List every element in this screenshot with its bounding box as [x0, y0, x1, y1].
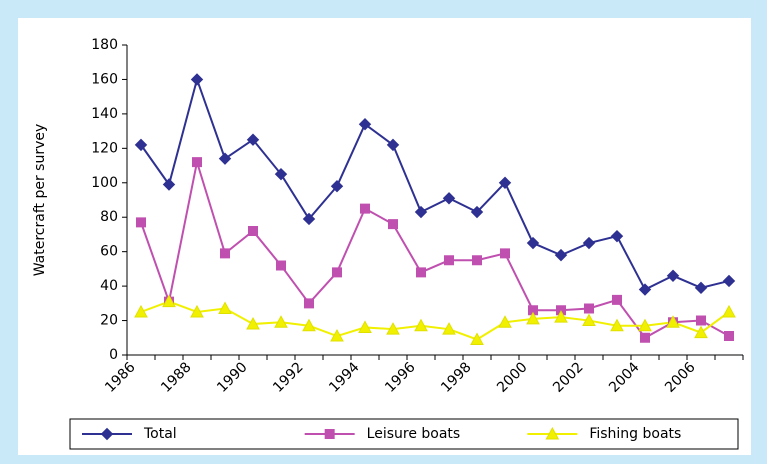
- point: [724, 331, 734, 342]
- point: [696, 315, 706, 326]
- point: [162, 294, 176, 308]
- point: [500, 248, 510, 259]
- point: [134, 138, 148, 152]
- series-line: [140, 161, 730, 340]
- series-line: [140, 76, 730, 291]
- point: [386, 138, 400, 152]
- point: [414, 205, 428, 219]
- point: [444, 255, 454, 266]
- point: [220, 248, 230, 259]
- point: [276, 260, 286, 271]
- point: [584, 303, 594, 314]
- point: [526, 311, 540, 325]
- point: [246, 133, 260, 146]
- point: [442, 322, 456, 335]
- point: [248, 226, 258, 236]
- point: [192, 157, 202, 168]
- legend-label: Fishing boats: [589, 426, 681, 442]
- y-tick-label: 160: [91, 71, 118, 87]
- y-tick-label: 140: [91, 106, 118, 122]
- point: [190, 73, 204, 86]
- point: [218, 301, 232, 314]
- point: [246, 316, 260, 330]
- legend-label: Leisure boats: [367, 426, 461, 442]
- point: [610, 318, 624, 332]
- y-tick-label: 120: [91, 140, 118, 156]
- y-tick-label: 0: [109, 347, 118, 363]
- chart-panel: [18, 18, 751, 455]
- point: [136, 217, 146, 228]
- series-line: [140, 300, 730, 341]
- legend-box: [69, 418, 739, 450]
- point: [442, 192, 456, 205]
- y-tick-label: 20: [100, 313, 118, 329]
- point: [360, 203, 370, 214]
- point: [612, 294, 622, 305]
- point: [388, 219, 398, 230]
- legend-marker: [324, 429, 335, 439]
- point: [528, 305, 538, 316]
- point: [554, 310, 568, 323]
- legend-marker: [545, 426, 560, 440]
- point: [304, 298, 314, 309]
- legend-label: Total: [143, 426, 177, 442]
- point: [666, 269, 680, 282]
- legend-marker: [100, 427, 114, 441]
- point: [722, 274, 736, 288]
- point: [582, 313, 596, 327]
- point: [694, 325, 708, 339]
- point: [302, 318, 316, 332]
- y-axis-label: Watercraft per survey: [32, 124, 48, 277]
- point: [414, 318, 428, 332]
- y-tick-label: 100: [91, 175, 118, 191]
- point: [498, 315, 512, 328]
- point: [554, 248, 568, 262]
- point: [610, 229, 624, 243]
- point: [470, 205, 484, 219]
- point: [218, 152, 232, 165]
- point: [190, 304, 204, 318]
- point: [274, 315, 288, 328]
- point: [694, 281, 708, 295]
- point: [472, 255, 482, 266]
- point: [666, 315, 680, 328]
- point: [526, 236, 540, 250]
- y-tick-label: 80: [100, 209, 118, 225]
- point: [416, 267, 426, 278]
- y-tick-label: 180: [91, 37, 118, 53]
- point: [358, 320, 372, 333]
- point: [332, 267, 342, 278]
- y-tick-label: 60: [100, 244, 118, 260]
- point: [640, 332, 650, 343]
- point: [162, 178, 176, 191]
- point: [638, 318, 652, 332]
- point: [330, 329, 344, 342]
- point: [498, 176, 512, 189]
- point: [134, 304, 148, 318]
- point: [582, 236, 596, 250]
- point: [358, 118, 372, 131]
- point: [470, 332, 484, 345]
- point: [722, 304, 736, 318]
- point: [274, 167, 288, 181]
- point: [638, 283, 652, 296]
- point: [386, 322, 400, 335]
- point: [330, 180, 344, 193]
- point: [302, 212, 316, 226]
- y-tick-label: 40: [100, 278, 118, 294]
